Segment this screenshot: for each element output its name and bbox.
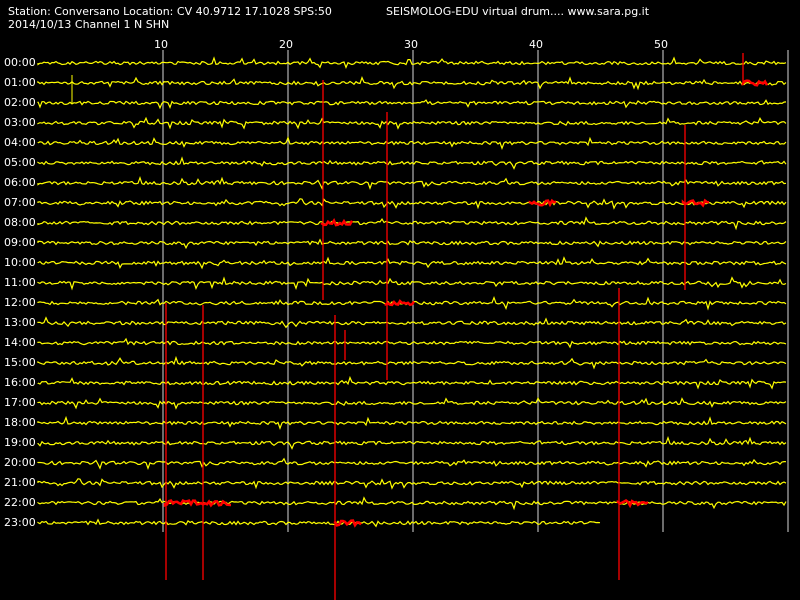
trace-hour-23 xyxy=(37,518,601,528)
trace-hour-20 xyxy=(37,457,787,470)
hour-label: 20:00 xyxy=(4,456,36,469)
hour-label: 13:00 xyxy=(4,316,36,329)
trace-hour-16 xyxy=(37,375,787,390)
hour-label: 17:00 xyxy=(4,396,36,409)
trace-hour-7 xyxy=(37,198,787,210)
event-marker-7 xyxy=(333,519,362,528)
hour-label: 15:00 xyxy=(4,356,36,369)
hour-label: 04:00 xyxy=(4,136,36,149)
minute-label-20: 20 xyxy=(279,38,293,51)
app-title: SEISMOLOG-EDU virtual drum.... www.sara.… xyxy=(386,5,650,18)
hour-label: 10:00 xyxy=(4,256,36,269)
trace-hour-21 xyxy=(37,478,787,490)
event-marker-5 xyxy=(163,499,232,508)
hour-label: 19:00 xyxy=(4,436,36,449)
trace-hour-15 xyxy=(37,355,787,370)
event-marker-0 xyxy=(741,79,769,87)
trace-hour-17 xyxy=(37,396,787,410)
station-info: Station: Conversano Location: CV 40.9712… xyxy=(8,5,332,18)
minute-label-40: 40 xyxy=(529,38,543,51)
event-marker-3 xyxy=(320,217,354,227)
trace-hour-3 xyxy=(37,116,787,130)
minute-label-10: 10 xyxy=(154,38,168,51)
trace-hour-9 xyxy=(37,238,787,250)
trace-hour-1 xyxy=(37,76,787,91)
trace-hour-6 xyxy=(37,175,787,190)
hour-label: 11:00 xyxy=(4,276,36,289)
minute-label-50: 50 xyxy=(654,38,668,51)
trace-hour-19 xyxy=(37,435,787,450)
hour-label: 12:00 xyxy=(4,296,36,309)
event-marker-2 xyxy=(681,198,710,208)
trace-hour-14 xyxy=(37,337,787,349)
hour-label: 21:00 xyxy=(4,476,36,489)
hour-label: 18:00 xyxy=(4,416,36,429)
trace-hour-0 xyxy=(37,56,787,70)
hour-label: 16:00 xyxy=(4,376,36,389)
trace-hour-4 xyxy=(37,135,787,150)
trace-hour-8 xyxy=(37,216,787,231)
event-marker-4 xyxy=(384,299,416,307)
hour-label: 06:00 xyxy=(4,176,36,189)
trace-hour-18 xyxy=(37,415,787,430)
trace-hour-10 xyxy=(37,256,787,270)
hour-label: 05:00 xyxy=(4,156,36,169)
hour-label: 02:00 xyxy=(4,96,36,109)
hour-label: 22:00 xyxy=(4,496,36,509)
trace-hour-13 xyxy=(37,316,787,329)
minute-label-30: 30 xyxy=(404,38,418,51)
hour-label: 03:00 xyxy=(4,116,36,129)
hour-label: 00:00 xyxy=(4,56,36,69)
trace-hour-11 xyxy=(37,276,787,291)
event-marker-6 xyxy=(616,499,649,509)
hour-label: 14:00 xyxy=(4,336,36,349)
trace-hour-2 xyxy=(37,99,787,110)
hour-label: 01:00 xyxy=(4,76,36,89)
hour-label: 07:00 xyxy=(4,196,36,209)
trace-hour-5 xyxy=(37,156,787,170)
event-marker-1 xyxy=(528,198,557,208)
date-channel-info: 2014/10/13 Channel 1 N SHN xyxy=(8,18,170,31)
hour-label: 23:00 xyxy=(4,516,36,529)
trace-hour-22 xyxy=(37,496,787,511)
hour-label: 08:00 xyxy=(4,216,36,229)
hour-label: 09:00 xyxy=(4,236,36,249)
